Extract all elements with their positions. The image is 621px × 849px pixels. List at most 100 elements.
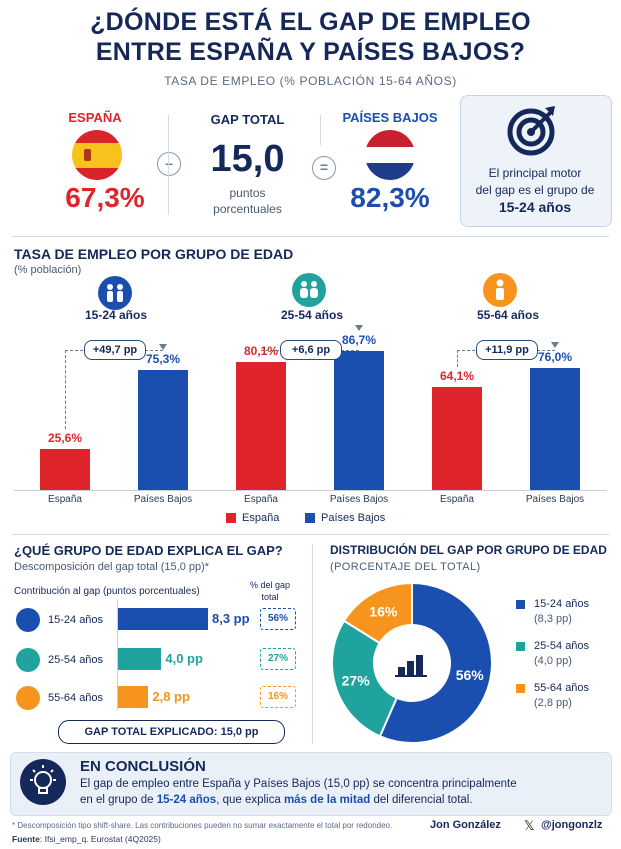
divider: [168, 115, 169, 215]
spain-value: 67,3%: [65, 182, 145, 213]
legend-label: 15-24 años: [534, 598, 590, 610]
row-label: 25-54 años: [48, 654, 104, 666]
row-icon: [16, 608, 40, 632]
group-title: 15-24 años: [84, 308, 148, 322]
gap-unit-2: porcentuales: [213, 202, 282, 216]
gap-arrow: [159, 343, 167, 350]
page-title-line2: ENTRE ESPAÑA Y PAÍSES BAJOS?: [95, 38, 526, 66]
share-box: 27%: [260, 648, 296, 670]
motor-text-2: del gap es el grupo de: [475, 183, 595, 197]
equals-icon: =: [312, 156, 336, 180]
nl-value: 82,3%: [350, 182, 430, 213]
x-tick-label: España: [440, 494, 474, 505]
motor-text-3: 15-24 años: [498, 199, 572, 215]
conclusion-line2: en el grupo de 15-24 años, que explica m…: [80, 794, 473, 806]
minus-icon: –: [157, 152, 181, 176]
dist-title: DISTRIBUCIÓN DEL GAP POR GRUPO DE EDAD: [330, 543, 607, 557]
lightbulb-icon: [20, 759, 66, 805]
bar-value-label: 64,1%: [439, 369, 475, 384]
legend-swatch-nl: [305, 513, 315, 523]
row-label: 55-64 años: [48, 692, 104, 704]
gap-bracket-line: [457, 350, 458, 368]
conclusion-title: EN CONCLUSIÓN: [80, 758, 206, 775]
conclusion-text: , que explica: [216, 794, 284, 806]
hbar-value-label: 8,3 pp: [212, 611, 250, 626]
spain-label: ESPAÑA: [68, 110, 122, 125]
hbar-value-label: 4,0 pp: [165, 651, 203, 666]
adult-group-icon: [292, 273, 326, 307]
senior-group-icon: [483, 273, 517, 307]
divider: [312, 544, 313, 744]
hbar-value-label: 2,8 pp: [152, 689, 190, 704]
contrib-col1: Contribución al gap (puntos porcentuales…: [14, 586, 200, 597]
group-title: 55-64 años: [476, 308, 540, 322]
age-section-title: TASA DE EMPLEO POR GRUPO DE EDAD: [14, 246, 294, 262]
target-icon: [505, 104, 561, 161]
legend-swatch: [516, 600, 525, 609]
contrib-col2-line2: total: [261, 592, 279, 602]
x-axis: [14, 490, 607, 491]
hbar: [118, 686, 149, 708]
social-handle[interactable]: @jongonzlz: [541, 819, 603, 831]
youth-group-icon: [98, 276, 132, 310]
group-title: 25-54 años: [280, 308, 344, 322]
motor-card: [460, 95, 612, 227]
contrib-chart: 15-24 años 8,3 pp 56% 25-54 años 4,0 pp 27% 55…: [0, 600, 310, 710]
gap-pill: +49,7 pp: [84, 340, 146, 360]
bar: [334, 351, 384, 490]
legend-spain: España: [242, 512, 280, 524]
pie-slice-label: 16%: [369, 603, 398, 619]
author: Jon González: [430, 819, 501, 831]
divider: [12, 534, 609, 535]
gap-bracket-line: [65, 350, 66, 430]
bar: [432, 387, 482, 490]
axis-line: [117, 600, 118, 710]
pie-legend: 15-24 años (8,3 pp) 25-54 años (4,0 pp) 55-6…: [516, 598, 616, 718]
legend-swatch-spain: [226, 513, 236, 523]
dist-subtitle: (PORCENTAJE DEL TOTAL): [330, 561, 481, 573]
pie-slice-label: 27%: [342, 673, 371, 689]
x-tick-label: Países Bajos: [329, 494, 389, 505]
x-logo-icon: 𝕏: [524, 818, 535, 833]
conclusion-text: en el grupo de: [80, 794, 157, 806]
gap-label: GAP TOTAL: [210, 112, 285, 127]
gap-value: 15,0: [210, 138, 285, 180]
page-title-line1: ¿DÓNDE ESTÁ EL GAP DE EMPLEO: [90, 8, 531, 36]
source-text: : Ifsi_emp_q. Eurostat (4Q2025): [39, 834, 161, 844]
gap-unit-1: puntos: [229, 186, 266, 200]
bar: [40, 449, 90, 490]
legend-label: 25-54 años: [534, 640, 590, 652]
legend-swatch: [516, 642, 525, 651]
conclusion-line1: El gap de empleo entre España y Países B…: [80, 778, 517, 790]
bar-value-label: 25,6%: [47, 431, 83, 446]
x-tick-label: Países Bajos: [525, 494, 585, 505]
bar: [530, 368, 580, 490]
bar-value-label: 75,3%: [145, 351, 181, 366]
nl-label: PAÍSES BAJOS: [342, 110, 438, 125]
bar: [236, 361, 286, 490]
age-chart: 15-24 años 25,6% España 75,3% Países Bajos +4…: [0, 300, 621, 530]
hbar: [118, 648, 162, 670]
total-explained: GAP TOTAL EXPLICADO: 15,0 pp: [58, 720, 285, 744]
bar: [138, 369, 188, 490]
divider: [320, 115, 321, 145]
legend-swatch: [516, 684, 525, 693]
footnote: * Descomposición tipo shift-share. Las c…: [12, 821, 393, 830]
contrib-col2-line1: % del gap: [249, 580, 291, 590]
gap-arrow: [551, 342, 559, 349]
source: Fuente: Ifsi_emp_q. Eurostat (4Q2025): [12, 834, 161, 844]
x-tick-label: Países Bajos: [133, 494, 193, 505]
conclusion-highlight: 15-24 años: [156, 794, 217, 806]
legend-detail: (2,8 pp): [534, 697, 572, 709]
nl-flag-icon: [365, 130, 415, 180]
legend-detail: (8,3 pp): [534, 613, 572, 625]
legend-detail: (4,0 pp): [534, 655, 572, 667]
source-label: Fuente: [12, 834, 40, 844]
pie-slice: [331, 619, 399, 738]
contrib-title: ¿QUÉ GRUPO DE EDAD EXPLICA EL GAP?: [14, 543, 283, 558]
conclusion-highlight: más de la mitad: [283, 794, 371, 806]
bar-value-label: 86,7%: [341, 333, 377, 348]
legend-label: 55-64 años: [534, 682, 590, 694]
bar-value-label: 76,0%: [537, 350, 573, 365]
hbar: [118, 608, 208, 630]
